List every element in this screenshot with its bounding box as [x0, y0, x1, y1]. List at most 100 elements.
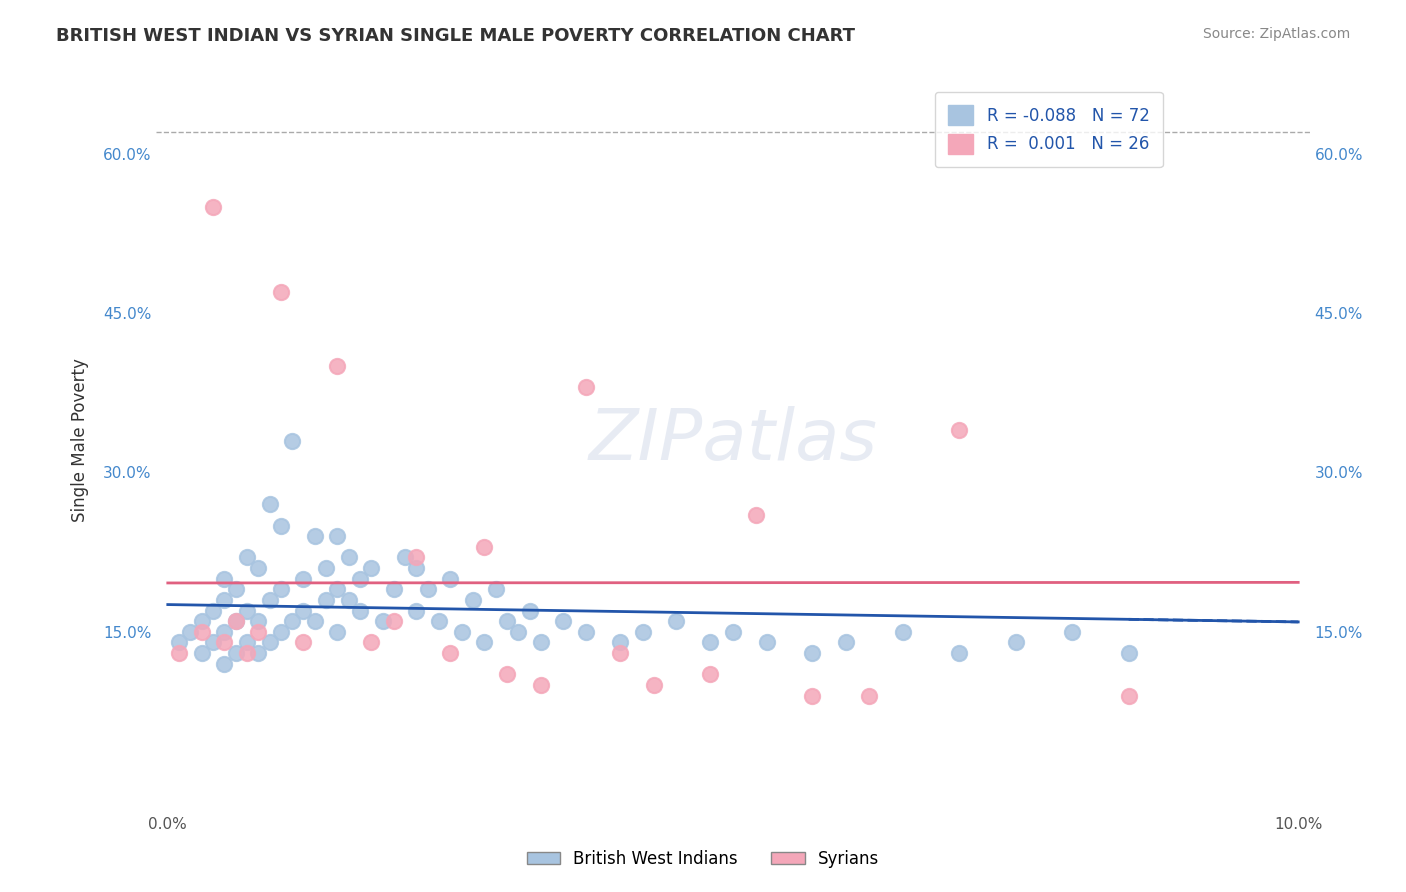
- Point: [202, 635, 225, 649]
- Point: [835, 635, 858, 649]
- Point: [259, 497, 281, 511]
- Point: [292, 635, 315, 649]
- Point: [247, 614, 270, 628]
- Point: [292, 572, 315, 586]
- Point: [179, 624, 201, 639]
- Point: [270, 624, 292, 639]
- Point: [236, 604, 259, 618]
- Point: [247, 561, 270, 575]
- Legend: R = -0.088   N = 72, R =  0.001   N = 26: R = -0.088 N = 72, R = 0.001 N = 26: [935, 92, 1163, 168]
- Point: [360, 635, 382, 649]
- Point: [496, 614, 519, 628]
- Point: [225, 582, 247, 597]
- Point: [801, 646, 824, 660]
- Point: [858, 689, 880, 703]
- Point: [530, 635, 553, 649]
- Point: [427, 614, 450, 628]
- Point: [304, 614, 326, 628]
- Point: [337, 550, 360, 565]
- Point: [416, 582, 439, 597]
- Point: [292, 604, 315, 618]
- Point: [304, 529, 326, 543]
- Point: [326, 359, 349, 373]
- Point: [326, 529, 349, 543]
- Point: [755, 635, 778, 649]
- Point: [190, 646, 212, 660]
- Point: [236, 646, 259, 660]
- Point: [337, 593, 360, 607]
- Point: [530, 678, 553, 692]
- Point: [270, 582, 292, 597]
- Point: [315, 593, 337, 607]
- Point: [461, 593, 484, 607]
- Point: [236, 635, 259, 649]
- Point: [349, 572, 371, 586]
- Point: [360, 561, 382, 575]
- Point: [236, 550, 259, 565]
- Point: [948, 646, 970, 660]
- Text: BRITISH WEST INDIAN VS SYRIAN SINGLE MALE POVERTY CORRELATION CHART: BRITISH WEST INDIAN VS SYRIAN SINGLE MAL…: [56, 27, 855, 45]
- Point: [214, 635, 236, 649]
- Point: [472, 540, 495, 554]
- Point: [609, 635, 631, 649]
- Point: [1118, 689, 1140, 703]
- Point: [948, 423, 970, 437]
- Point: [371, 614, 394, 628]
- Point: [891, 624, 914, 639]
- Point: [247, 646, 270, 660]
- Point: [247, 624, 270, 639]
- Point: [665, 614, 688, 628]
- Point: [214, 657, 236, 671]
- Point: [439, 572, 461, 586]
- Point: [259, 593, 281, 607]
- Point: [281, 614, 304, 628]
- Point: [259, 635, 281, 649]
- Point: [405, 550, 427, 565]
- Point: [382, 614, 405, 628]
- Point: [721, 624, 744, 639]
- Point: [214, 593, 236, 607]
- Text: Source: ZipAtlas.com: Source: ZipAtlas.com: [1202, 27, 1350, 41]
- Point: [326, 624, 349, 639]
- Point: [394, 550, 416, 565]
- Point: [575, 624, 598, 639]
- Point: [553, 614, 575, 628]
- Point: [382, 582, 405, 597]
- Point: [214, 624, 236, 639]
- Point: [202, 200, 225, 214]
- Point: [225, 614, 247, 628]
- Point: [349, 604, 371, 618]
- Point: [190, 624, 212, 639]
- Point: [167, 646, 190, 660]
- Point: [496, 667, 519, 681]
- Point: [744, 508, 766, 522]
- Point: [270, 518, 292, 533]
- Point: [270, 285, 292, 299]
- Point: [508, 624, 530, 639]
- Point: [1118, 646, 1140, 660]
- Point: [1004, 635, 1026, 649]
- Point: [575, 380, 598, 394]
- Point: [225, 646, 247, 660]
- Point: [225, 614, 247, 628]
- Point: [315, 561, 337, 575]
- Point: [643, 678, 665, 692]
- Point: [631, 624, 654, 639]
- Y-axis label: Single Male Poverty: Single Male Poverty: [72, 359, 89, 523]
- Point: [405, 561, 427, 575]
- Point: [450, 624, 472, 639]
- Point: [190, 614, 212, 628]
- Point: [609, 646, 631, 660]
- Point: [167, 635, 190, 649]
- Point: [699, 667, 721, 681]
- Point: [472, 635, 495, 649]
- Point: [1062, 624, 1084, 639]
- Text: ZIPatlas: ZIPatlas: [589, 406, 877, 475]
- Legend: British West Indians, Syrians: British West Indians, Syrians: [520, 844, 886, 875]
- Point: [699, 635, 721, 649]
- Point: [801, 689, 824, 703]
- Point: [202, 604, 225, 618]
- Point: [519, 604, 541, 618]
- Point: [214, 572, 236, 586]
- Point: [439, 646, 461, 660]
